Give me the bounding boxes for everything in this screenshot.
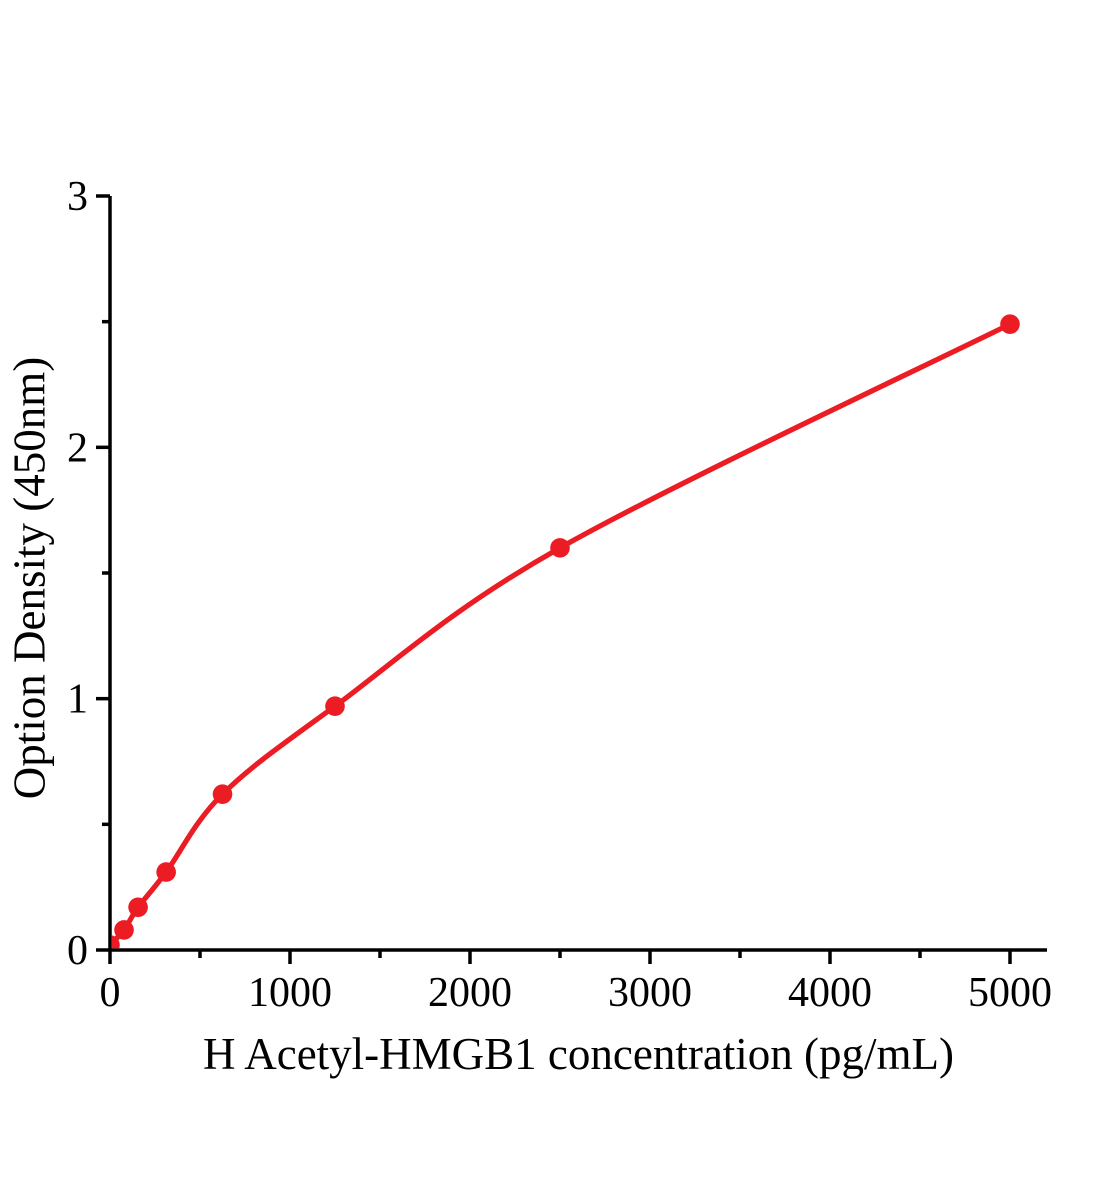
y-tick-label: 2 xyxy=(67,425,88,471)
x-tick-label: 1000 xyxy=(248,970,332,1016)
data-point-marker xyxy=(111,935,120,949)
x-axis-title: H Acetyl-HMGB1 concentration (pg/mL) xyxy=(202,1029,955,1079)
axes-lines xyxy=(108,196,1047,952)
data-point-marker xyxy=(128,897,148,918)
standard-curve-line xyxy=(111,321,1012,947)
y-axis-title: Option Density (450nm) xyxy=(4,356,55,800)
data-point-marker xyxy=(1000,314,1020,334)
x-tick-label: 2000 xyxy=(428,970,512,1016)
data-point-marker xyxy=(156,862,176,882)
data-point-marker xyxy=(212,784,233,804)
data-point-marker xyxy=(550,538,570,558)
data-point-marker xyxy=(325,696,345,717)
x-tick-label: 5000 xyxy=(968,970,1052,1016)
y-tick-label: 3 xyxy=(67,174,88,220)
x-tick-label: 3000 xyxy=(608,970,692,1016)
x-tick-label: 4000 xyxy=(788,970,872,1016)
x-tick-label: 0 xyxy=(100,970,121,1016)
y-tick-label: 0 xyxy=(67,928,88,974)
data-point-marker xyxy=(114,920,134,940)
y-tick-label: 1 xyxy=(67,677,88,723)
